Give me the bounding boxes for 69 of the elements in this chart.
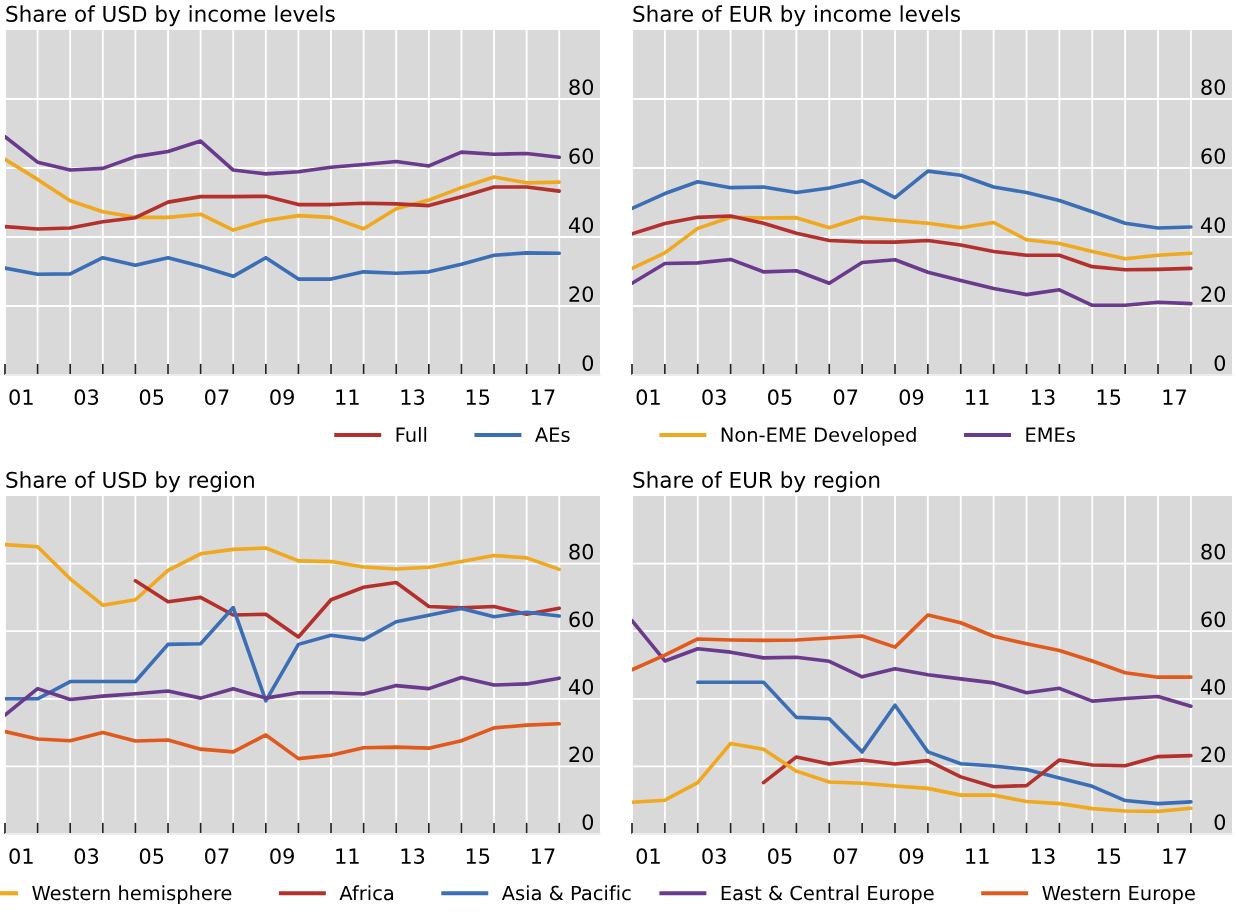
y-tick-label: 80 [1201, 543, 1226, 560]
chart-title: Share of USD by income levels [6, 5, 335, 27]
x-tick-label: 03 [74, 848, 99, 865]
x-tick-label: 13 [401, 848, 425, 865]
y-tick-label: 60 [569, 611, 594, 628]
x-tick-label: 13 [1031, 389, 1055, 406]
y-tick-label: 40 [568, 217, 594, 233]
x-tick-label: 03 [702, 389, 726, 406]
x-tick-label: 17 [531, 389, 555, 405]
x-tick-label: 11 [966, 848, 989, 864]
x-tick-label: 05 [768, 848, 792, 865]
y-tick-label: 40 [568, 679, 594, 695]
x-tick-label: 03 [702, 848, 726, 865]
y-tick-label: 0 [582, 355, 594, 371]
y-tick-label: 60 [569, 148, 594, 164]
x-tick-label: 11 [966, 389, 989, 405]
x-tick-label: 01 [9, 848, 33, 865]
y-tick-label: 0 [1214, 355, 1226, 371]
legend-label: Non-EME Developed [721, 427, 916, 446]
y-tick-label: 0 [582, 814, 594, 830]
x-tick-label: 15 [466, 389, 490, 406]
legend-label: EMEs [1026, 427, 1075, 443]
chart-title: Share of EUR by region [633, 471, 880, 493]
x-tick-label: 07 [205, 848, 229, 865]
x-tick-label: 15 [1097, 848, 1121, 865]
x-tick-label: 01 [636, 389, 660, 406]
x-tick-label: 11 [336, 389, 359, 405]
x-tick-label: 17 [1163, 389, 1186, 405]
x-tick-label: 09 [270, 389, 294, 406]
legend-label: Western hemisphere [32, 885, 232, 905]
x-tick-label: 07 [833, 389, 858, 406]
legend-label: Western Europe [1042, 885, 1195, 905]
x-tick-label: 07 [205, 389, 229, 406]
legend-label: Asia & Pacific [501, 885, 631, 901]
x-tick-label: 09 [899, 848, 924, 865]
y-tick-label: 20 [569, 746, 594, 763]
chart-title: Share of USD by region [6, 471, 254, 493]
x-tick-label: 09 [899, 389, 924, 406]
y-tick-label: 20 [1201, 746, 1226, 763]
x-tick-label: 09 [270, 848, 294, 865]
y-tick-label: 40 [1200, 217, 1226, 233]
x-tick-label: 05 [768, 389, 792, 406]
y-tick-label: 0 [1214, 814, 1226, 830]
y-tick-label: 60 [1201, 611, 1226, 628]
x-tick-label: 15 [466, 848, 490, 865]
legend-label: Full [396, 427, 427, 443]
chart-title: Share of EUR by income levels [633, 5, 960, 27]
x-tick-label: 03 [74, 389, 99, 406]
x-tick-label: 07 [833, 848, 858, 865]
y-tick-label: 60 [1201, 148, 1226, 164]
x-tick-label: 01 [9, 389, 33, 406]
x-tick-label: 05 [139, 389, 164, 406]
y-tick-label: 40 [1200, 679, 1226, 695]
legend-label: East & Central Europe [721, 885, 934, 905]
x-tick-label: 17 [1163, 848, 1186, 864]
y-tick-label: 20 [1201, 286, 1226, 302]
x-tick-label: 01 [636, 848, 660, 865]
y-tick-label: 80 [569, 79, 594, 95]
x-tick-label: 11 [336, 848, 359, 864]
x-tick-label: 13 [1031, 848, 1055, 865]
x-tick-label: 15 [1097, 389, 1121, 406]
y-tick-label: 20 [569, 286, 594, 302]
x-tick-label: 17 [531, 848, 555, 864]
legend-label: AEs [535, 427, 570, 443]
x-tick-label: 13 [401, 389, 425, 406]
y-tick-label: 80 [569, 543, 594, 560]
y-tick-label: 80 [1201, 79, 1226, 95]
x-tick-label: 05 [139, 848, 164, 865]
legend-label: Africa [339, 885, 394, 901]
